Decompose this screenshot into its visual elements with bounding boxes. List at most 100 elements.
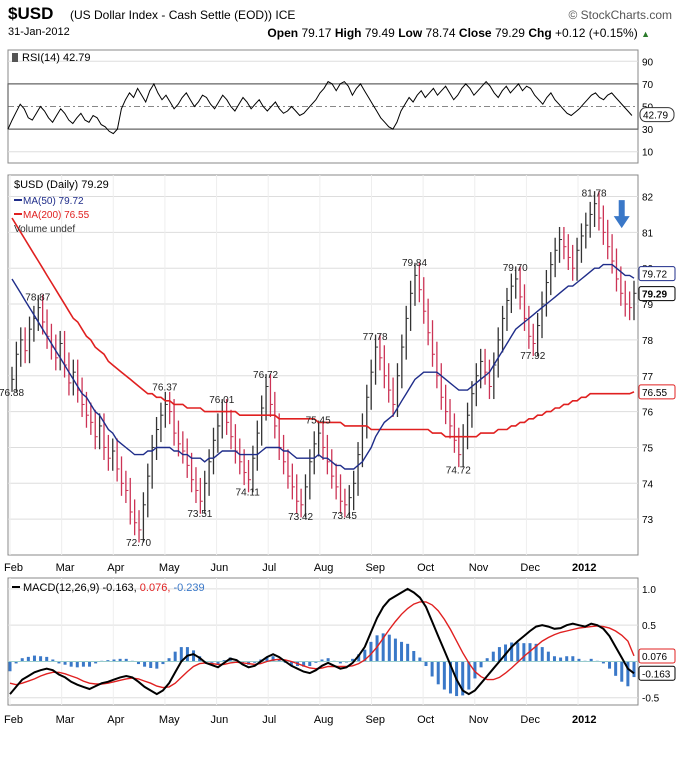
up-arrow-icon: ▲ xyxy=(641,29,650,39)
price-annotation: 73.42 xyxy=(288,512,313,523)
macd-histogram-bar xyxy=(522,643,526,662)
low-value: 78.74 xyxy=(425,26,456,40)
macd-histogram-bar xyxy=(167,658,171,662)
macd-current-label: -0.163 xyxy=(642,669,671,680)
macd-histogram-bar xyxy=(81,661,85,667)
rsi-current-label: 42.79 xyxy=(643,111,668,122)
ma200-legend: MA(200) 76.55 xyxy=(23,210,90,221)
macd-histogram-bar xyxy=(357,654,361,662)
macd-histogram-bar xyxy=(571,656,575,662)
macd-histogram-bar xyxy=(136,661,140,665)
x-axis-month-label: Dec xyxy=(520,714,540,726)
macd-histogram-bar xyxy=(338,661,342,664)
macd-histogram-bar xyxy=(94,661,98,664)
ma200-line xyxy=(11,217,635,438)
macd-histogram-bar xyxy=(626,661,630,687)
ma200-current-label: 76.55 xyxy=(642,388,667,399)
macd-histogram-bar xyxy=(461,661,465,696)
macd-histogram-bar xyxy=(216,661,220,665)
high-label: High xyxy=(334,26,362,40)
x-axis-month-label: Jul xyxy=(262,714,276,726)
macd-histogram-bar xyxy=(155,661,159,669)
price-tick-label: 78 xyxy=(642,336,654,347)
macd-histogram-bar xyxy=(179,647,183,662)
price-annotation: 79.84 xyxy=(402,258,427,269)
macd-histogram-bar xyxy=(479,661,483,668)
macd-histogram-bar xyxy=(589,658,593,662)
macd-histogram-bar xyxy=(369,641,373,662)
macd-histogram-bar xyxy=(351,658,355,662)
macd-histogram-bar xyxy=(430,661,434,677)
rsi-band xyxy=(7,83,639,130)
x-axis-month-label: Oct xyxy=(417,562,434,574)
low-label: Low xyxy=(398,26,423,40)
rsi-current-badge xyxy=(639,107,675,123)
price-tick-label: 79 xyxy=(642,300,654,311)
x-axis-month-label: Jul xyxy=(262,562,276,574)
macd-tick-label: -0.5 xyxy=(642,694,660,705)
macd-histogram-bar xyxy=(528,643,532,662)
macd-histogram-bar xyxy=(436,661,440,685)
price-annotation: 76.88 xyxy=(0,388,24,399)
ma50-line xyxy=(11,263,635,470)
price-tick-label: 76 xyxy=(642,408,654,419)
macd-histogram-bar xyxy=(601,661,605,664)
macd-histogram-bar xyxy=(173,651,177,662)
rsi-tick-label: 70 xyxy=(642,80,654,91)
macd-histogram-bar xyxy=(26,656,30,662)
macd-histogram-bar xyxy=(289,661,293,666)
rsi-tick-label: 90 xyxy=(642,57,654,68)
macd-histogram-bar xyxy=(161,661,165,665)
macd-histogram-bar xyxy=(149,661,153,668)
chart-date: 31-Jan-2012 xyxy=(8,26,70,38)
macd-histogram-bar xyxy=(240,661,244,663)
macd-histogram-bar xyxy=(320,659,324,662)
ma50-current-label-badge xyxy=(638,266,676,282)
macd-histogram-bar xyxy=(442,661,446,690)
price-annotation: 77.92 xyxy=(520,351,545,362)
price-tick-label: 82 xyxy=(642,193,654,204)
macd-histogram-bar xyxy=(608,661,612,669)
high-value: 79.49 xyxy=(364,26,395,40)
x-axis-month-label: 2012 xyxy=(572,562,596,574)
macd-histogram-bar xyxy=(497,647,501,662)
x-axis-month-label: Nov xyxy=(469,714,489,726)
x-axis-month-label: Oct xyxy=(417,714,434,726)
symbol-title: $USD xyxy=(8,4,54,23)
open-label: Open xyxy=(267,26,299,40)
price-annotation: 74.11 xyxy=(236,487,261,498)
macd-signal-badge xyxy=(638,648,676,664)
x-axis-month-label: Feb xyxy=(4,714,23,726)
x-axis-month-label: Mar xyxy=(56,714,75,726)
rsi-tick-label: 30 xyxy=(642,125,654,136)
macd-legend: MACD(12,26,9) -0.163, 0.076, -0.239 xyxy=(23,582,205,594)
macd-panel-frame xyxy=(7,577,639,706)
macd-histogram-bar xyxy=(393,638,397,662)
ohlc-readout: Open 79.17 High 79.49 Low 78.74 Close 79… xyxy=(267,26,650,40)
macd-histogram-bar xyxy=(516,642,520,662)
x-axis-month-label: Sep xyxy=(365,714,385,726)
price-tick-label: 75 xyxy=(642,443,654,454)
macd-histogram-bar xyxy=(375,635,379,662)
macd-histogram-bar xyxy=(20,658,24,662)
x-axis-month-label: May xyxy=(159,562,180,574)
macd-histogram-bar xyxy=(143,661,147,667)
macd-histogram-bar xyxy=(387,634,391,662)
macd-histogram-bar xyxy=(448,661,452,694)
macd-histogram-bar xyxy=(406,643,410,662)
macd-histogram-bar xyxy=(69,661,73,667)
macd-histogram-bar xyxy=(620,661,624,682)
macd-histogram-bar xyxy=(510,642,514,662)
macd-histogram-bar xyxy=(57,661,61,664)
macd-line xyxy=(9,587,635,696)
brand-watermark[interactable]: © StockCharts.com xyxy=(568,8,672,22)
volume-legend: Volume undef xyxy=(14,224,75,235)
macd-histogram-bar xyxy=(302,661,306,667)
price-tick-label: 81 xyxy=(642,228,654,239)
price-annotation: 74.72 xyxy=(446,465,471,476)
price-tick-label: 73 xyxy=(642,515,654,526)
close-label: Close xyxy=(458,26,492,40)
macd-histogram-bar xyxy=(308,661,312,667)
price-annotation: 78.87 xyxy=(25,293,50,304)
x-axis-month-label: Jun xyxy=(211,562,229,574)
